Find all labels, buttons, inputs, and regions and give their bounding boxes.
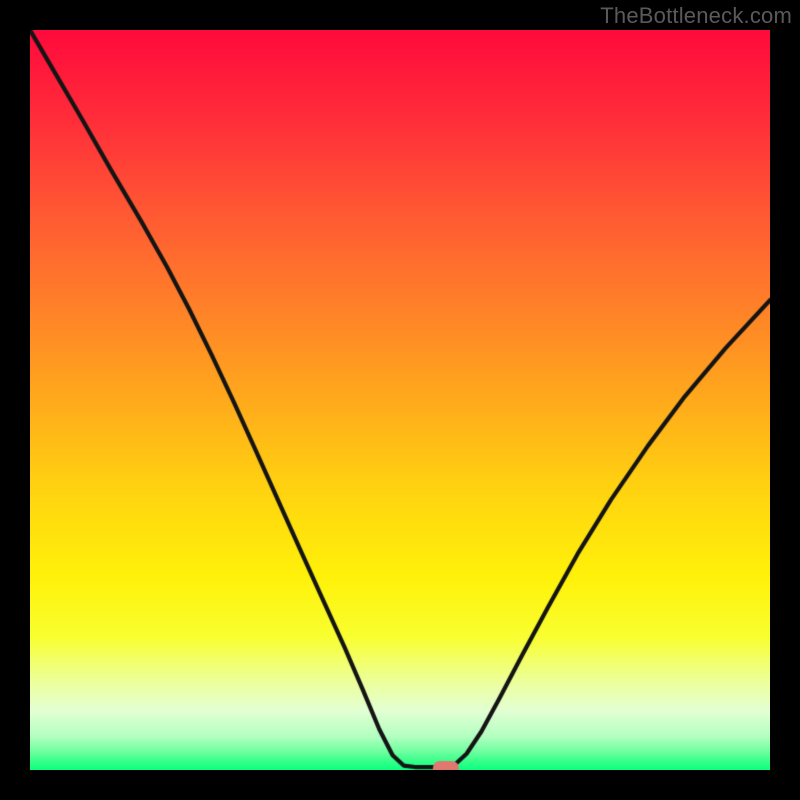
watermark-label: TheBottleneck.com <box>600 3 792 29</box>
plot-frame <box>30 30 770 770</box>
bottleneck-chart-canvas <box>30 30 770 770</box>
figure-outer: TheBottleneck.com <box>0 0 800 800</box>
